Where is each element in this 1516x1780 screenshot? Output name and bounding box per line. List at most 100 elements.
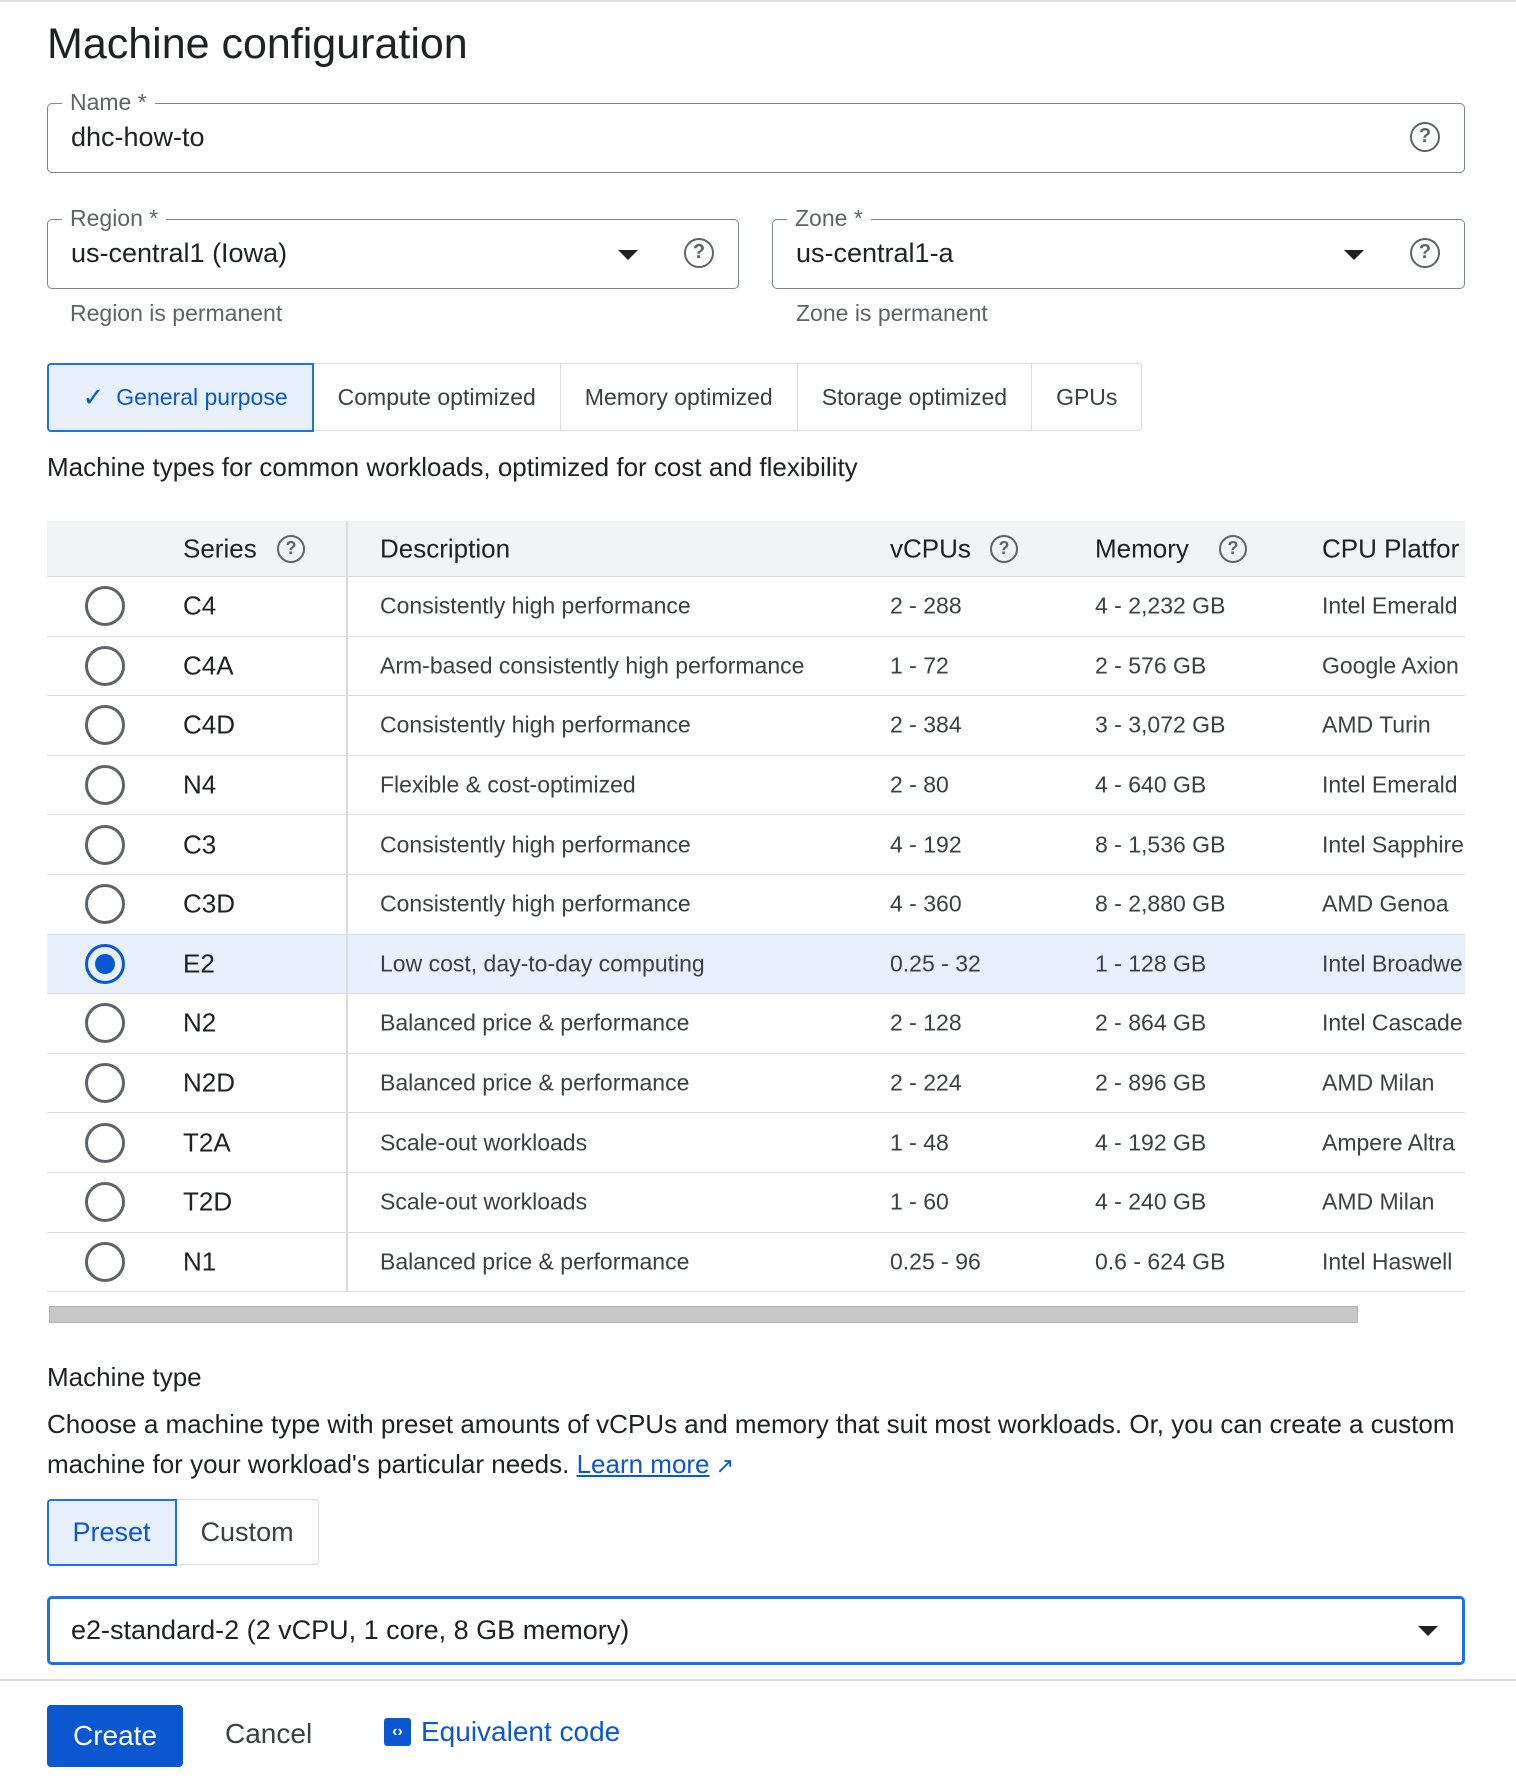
cpu-platform-cell: Intel Haswell — [1322, 1248, 1453, 1275]
series-radio[interactable] — [85, 645, 125, 686]
table-row[interactable]: T2D Scale-out workloads 1 - 60 4 - 240 G… — [47, 1172, 1465, 1233]
series-cell: C3 — [183, 829, 217, 860]
memory-cell: 2 - 864 GB — [1095, 1009, 1207, 1036]
name-value: dhc-how-to — [71, 122, 205, 152]
series-cell: T2A — [183, 1127, 231, 1158]
description-cell: Consistently high performance — [380, 831, 691, 858]
horizontal-scrollbar[interactable] — [49, 1306, 1358, 1323]
cancel-button[interactable]: Cancel — [225, 1718, 313, 1749]
table-header: Series ? Description vCPUs ? Memory ? CP… — [47, 521, 1465, 577]
memory-cell: 4 - 2,232 GB — [1095, 592, 1226, 619]
series-radio[interactable] — [85, 1003, 125, 1044]
table-row[interactable]: C4D Consistently high performance 2 - 38… — [47, 696, 1465, 756]
vcpus-cell: 2 - 80 — [890, 771, 949, 798]
header-vcpus: vCPUs — [890, 533, 971, 563]
memory-cell: 8 - 1,536 GB — [1095, 831, 1226, 858]
tab-general-purpose[interactable]: ✓ General purpose — [46, 362, 314, 432]
table-row[interactable]: C4 Consistently high performance 2 - 288… — [47, 577, 1465, 637]
memory-cell: 4 - 240 GB — [1095, 1188, 1207, 1215]
series-cell: N1 — [183, 1246, 217, 1277]
machine-type-mode: Preset Custom — [46, 1498, 319, 1566]
vcpus-cell: 4 - 360 — [890, 890, 962, 917]
help-icon[interactable]: ? — [1410, 238, 1440, 268]
memory-cell: 8 - 2,880 GB — [1095, 890, 1226, 917]
page-title: Machine configuration — [47, 20, 468, 68]
series-radio[interactable] — [85, 824, 125, 865]
help-icon[interactable]: ? — [1219, 534, 1247, 563]
table-row[interactable]: N2 Balanced price & performance 2 - 128 … — [47, 994, 1465, 1054]
series-radio[interactable] — [85, 943, 125, 984]
cpu-platform-cell: AMD Genoa — [1322, 890, 1449, 917]
series-radio[interactable] — [85, 1063, 125, 1104]
table-row[interactable]: E2 Low cost, day-to-day computing 0.25 -… — [47, 934, 1465, 995]
table-row[interactable]: N4 Flexible & cost-optimized 2 - 80 4 - … — [47, 755, 1465, 816]
tab-memory-optimized[interactable]: Memory optimized — [561, 364, 798, 430]
cpu-platform-cell: Intel Emerald — [1322, 592, 1458, 619]
vcpus-cell: 2 - 288 — [890, 592, 962, 619]
vcpus-cell: 2 - 224 — [890, 1069, 962, 1096]
header-description: Description — [380, 533, 511, 563]
vcpus-cell: 1 - 60 — [890, 1188, 949, 1215]
table-row[interactable]: C4A Arm-based consistently high performa… — [47, 636, 1465, 697]
series-cell: C3D — [183, 888, 236, 919]
machine-type-description: Choose a machine type with preset amount… — [47, 1409, 1455, 1479]
region-select[interactable]: Region * us-central1 (Iowa) ? — [47, 205, 739, 289]
series-cell: N2D — [183, 1067, 236, 1098]
dropdown-arrow-icon — [1344, 250, 1364, 260]
tab-gpus[interactable]: GPUs — [1056, 383, 1118, 410]
create-button[interactable]: Create — [47, 1705, 183, 1767]
dropdown-arrow-icon — [1418, 1626, 1438, 1636]
preset-button[interactable]: Preset — [46, 1498, 177, 1566]
code-icon: ‹› — [384, 1718, 411, 1746]
table-row[interactable]: N1 Balanced price & performance 0.25 - 9… — [47, 1232, 1465, 1293]
series-radio[interactable] — [85, 705, 125, 746]
series-radio[interactable] — [85, 586, 125, 627]
description-cell: Arm-based consistently high performance — [380, 652, 805, 679]
machine-type-select[interactable]: e2-standard-2 (2 vCPU, 1 core, 8 GB memo… — [47, 1596, 1465, 1665]
series-radio[interactable] — [85, 1182, 125, 1223]
table-row[interactable]: C3D Consistently high performance 4 - 36… — [47, 874, 1465, 935]
header-cpu-platform: CPU Platfor — [1322, 533, 1460, 563]
cpu-platform-cell: AMD Turin — [1322, 711, 1431, 738]
help-icon[interactable]: ? — [277, 534, 305, 563]
table-row[interactable]: T2A Scale-out workloads 1 - 48 4 - 192 G… — [47, 1113, 1465, 1173]
vcpus-cell: 1 - 48 — [890, 1129, 949, 1156]
custom-button[interactable]: Custom — [200, 1516, 294, 1547]
cpu-platform-cell: Intel Broadwe — [1322, 950, 1463, 977]
table-row[interactable]: C3 Consistently high performance 4 - 192… — [47, 815, 1465, 875]
description-cell: Balanced price & performance — [380, 1248, 690, 1275]
name-field[interactable]: Name * dhc-how-to ? — [47, 89, 1465, 173]
vcpus-cell: 4 - 192 — [890, 831, 962, 858]
series-cell: C4A — [183, 650, 234, 681]
equivalent-code-button[interactable]: ‹› Equivalent code — [384, 1716, 620, 1748]
table-row[interactable]: N2D Balanced price & performance 2 - 224… — [47, 1053, 1465, 1114]
top-divider — [0, 0, 1516, 2]
vcpus-cell: 0.25 - 32 — [890, 950, 981, 977]
series-radio[interactable] — [85, 1241, 125, 1282]
help-icon[interactable]: ? — [684, 238, 714, 268]
description-cell: Balanced price & performance — [380, 1069, 690, 1096]
region-label: Region * — [62, 205, 167, 232]
tab-compute-optimized[interactable]: Compute optimized — [314, 364, 561, 430]
vcpus-cell: 2 - 128 — [890, 1009, 962, 1036]
description-cell: Consistently high performance — [380, 592, 691, 619]
memory-cell: 1 - 128 GB — [1095, 950, 1207, 977]
description-cell: Scale-out workloads — [380, 1188, 588, 1215]
description-cell: Flexible & cost-optimized — [380, 771, 636, 798]
description-cell: Consistently high performance — [380, 890, 691, 917]
learn-more-link[interactable]: Learn more — [576, 1449, 710, 1479]
series-radio[interactable] — [85, 884, 125, 925]
tab-storage-optimized[interactable]: Storage optimized — [798, 364, 1033, 430]
help-icon[interactable]: ? — [1410, 122, 1440, 152]
zone-select[interactable]: Zone * us-central1-a ? — [772, 205, 1465, 289]
series-radio[interactable] — [85, 1122, 125, 1163]
series-table: Series ? Description vCPUs ? Memory ? CP… — [47, 521, 1465, 1293]
zone-value: us-central1-a — [796, 238, 954, 268]
series-radio[interactable] — [85, 765, 125, 806]
series-cell: T2D — [183, 1186, 233, 1217]
cpu-platform-cell: Ampere Altra — [1322, 1129, 1455, 1156]
help-icon[interactable]: ? — [990, 534, 1018, 563]
zone-hint: Zone is permanent — [796, 300, 988, 326]
dropdown-arrow-icon — [618, 250, 638, 260]
description-cell: Consistently high performance — [380, 711, 691, 738]
